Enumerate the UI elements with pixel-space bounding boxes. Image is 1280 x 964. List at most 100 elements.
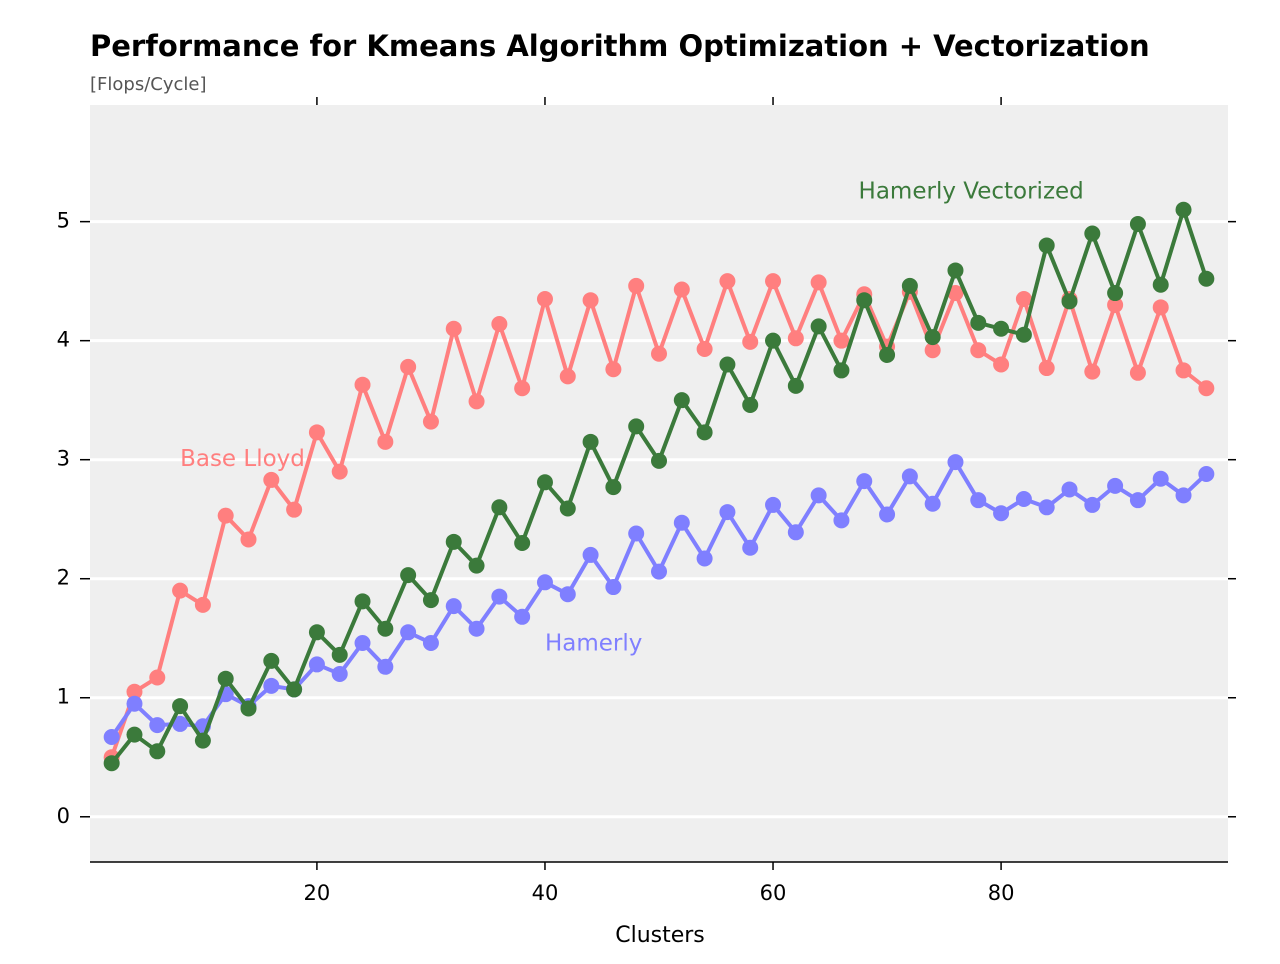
point-marker — [1061, 481, 1078, 498]
point-marker — [1015, 326, 1032, 343]
point-marker — [947, 285, 964, 302]
point-marker — [536, 574, 553, 591]
point-marker — [605, 361, 622, 378]
point-marker — [628, 525, 645, 542]
point-marker — [924, 495, 941, 512]
series-label: Hamerly Vectorized — [859, 178, 1084, 204]
point-marker — [308, 656, 325, 673]
point-marker — [354, 593, 371, 610]
y-tick-label: 3 — [57, 447, 70, 471]
x-tick-label: 40 — [532, 881, 559, 905]
point-marker — [263, 652, 280, 669]
point-marker — [673, 514, 690, 531]
point-marker — [993, 505, 1010, 522]
point-marker — [673, 281, 690, 298]
series-label: Hamerly — [545, 631, 642, 657]
point-marker — [377, 433, 394, 450]
point-marker — [308, 624, 325, 641]
y-tick-label: 4 — [57, 328, 70, 352]
point-marker — [1038, 499, 1055, 516]
point-marker — [924, 329, 941, 346]
point-marker — [651, 452, 667, 469]
point-marker — [673, 392, 690, 409]
point-marker — [696, 550, 713, 567]
point-marker — [286, 501, 303, 518]
point-marker — [514, 608, 531, 625]
x-tick-label: 80 — [988, 881, 1015, 905]
point-marker — [172, 715, 189, 732]
point-marker — [286, 681, 303, 698]
point-marker — [400, 567, 417, 584]
point-marker — [445, 598, 462, 615]
point-marker — [559, 586, 576, 603]
point-marker — [628, 277, 645, 294]
point-marker — [947, 262, 964, 279]
x-tick-label: 60 — [760, 881, 787, 905]
point-marker — [1175, 201, 1192, 218]
point-marker — [491, 499, 508, 516]
point-marker — [651, 345, 667, 362]
point-marker — [582, 292, 599, 309]
point-marker — [126, 726, 143, 743]
point-marker — [194, 596, 211, 613]
point-marker — [628, 418, 645, 435]
point-marker — [331, 463, 348, 480]
point-marker — [217, 507, 234, 524]
point-marker — [514, 380, 531, 397]
point-marker — [651, 563, 667, 580]
point-marker — [696, 424, 713, 441]
point-marker — [422, 592, 439, 609]
point-marker — [970, 492, 987, 509]
point-marker — [810, 318, 827, 335]
point-marker — [719, 273, 736, 290]
point-marker — [924, 342, 941, 359]
point-marker — [605, 579, 622, 596]
point-marker — [901, 277, 918, 294]
point-marker — [787, 330, 804, 347]
point-marker — [833, 362, 850, 379]
point-marker — [240, 700, 257, 717]
point-marker — [240, 531, 257, 548]
point-marker — [468, 620, 485, 637]
series-label: Base Lloyd — [180, 446, 305, 472]
point-marker — [947, 454, 964, 471]
point-marker — [1129, 492, 1146, 509]
y-tick-label: 2 — [57, 566, 70, 590]
point-marker — [810, 274, 827, 291]
point-marker — [1015, 490, 1032, 507]
point-marker — [605, 479, 622, 496]
y-tick-label: 0 — [57, 804, 70, 828]
point-marker — [1107, 477, 1124, 494]
point-marker — [719, 356, 736, 373]
point-marker — [765, 332, 782, 349]
point-marker — [787, 524, 804, 541]
point-marker — [719, 504, 736, 521]
point-marker — [514, 535, 531, 552]
point-marker — [263, 677, 280, 694]
point-marker — [491, 316, 508, 333]
point-marker — [149, 743, 166, 760]
point-marker — [400, 624, 417, 641]
point-marker — [559, 368, 576, 385]
point-marker — [354, 634, 371, 651]
point-marker — [833, 332, 850, 349]
point-marker — [879, 506, 896, 523]
point-marker — [765, 273, 782, 290]
point-marker — [126, 683, 143, 700]
point-marker — [536, 474, 553, 491]
chart-subtitle: [Flops/Cycle] — [90, 74, 206, 95]
x-tick-label: 20 — [304, 881, 331, 905]
point-marker — [308, 424, 325, 441]
point-marker — [331, 665, 348, 682]
point-marker — [149, 717, 166, 734]
point-marker — [126, 695, 143, 712]
point-marker — [1175, 487, 1192, 504]
point-marker — [103, 755, 120, 772]
point-marker — [559, 500, 576, 517]
point-marker — [468, 557, 485, 574]
point-marker — [742, 539, 759, 556]
y-tick-label: 5 — [57, 209, 70, 233]
point-marker — [400, 358, 417, 375]
point-marker — [993, 320, 1010, 337]
point-marker — [1152, 470, 1169, 487]
